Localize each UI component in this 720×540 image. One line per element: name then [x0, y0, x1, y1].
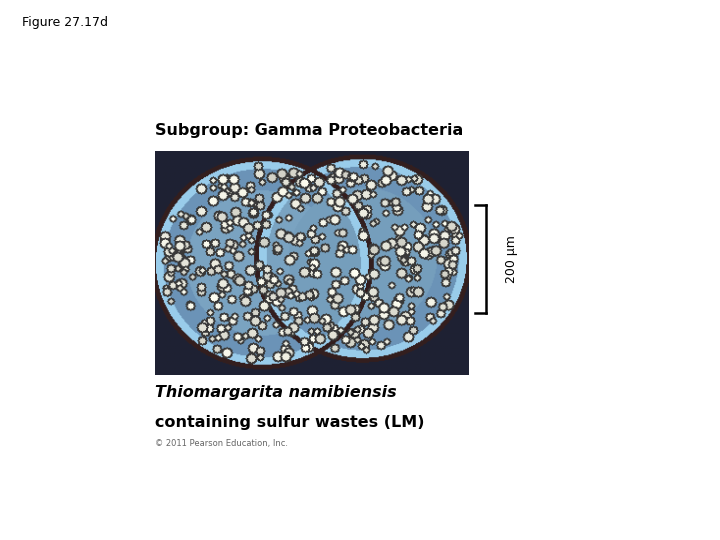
Text: © 2011 Pearson Education, Inc.: © 2011 Pearson Education, Inc. — [155, 439, 288, 448]
Text: Thiomargarita namibiensis: Thiomargarita namibiensis — [155, 385, 397, 400]
Text: Figure 27.17d: Figure 27.17d — [22, 16, 107, 29]
Text: Subgroup: Gamma Proteobacteria: Subgroup: Gamma Proteobacteria — [155, 123, 463, 138]
Text: containing sulfur wastes (LM): containing sulfur wastes (LM) — [155, 415, 424, 430]
Text: 200 μm: 200 μm — [505, 235, 518, 283]
